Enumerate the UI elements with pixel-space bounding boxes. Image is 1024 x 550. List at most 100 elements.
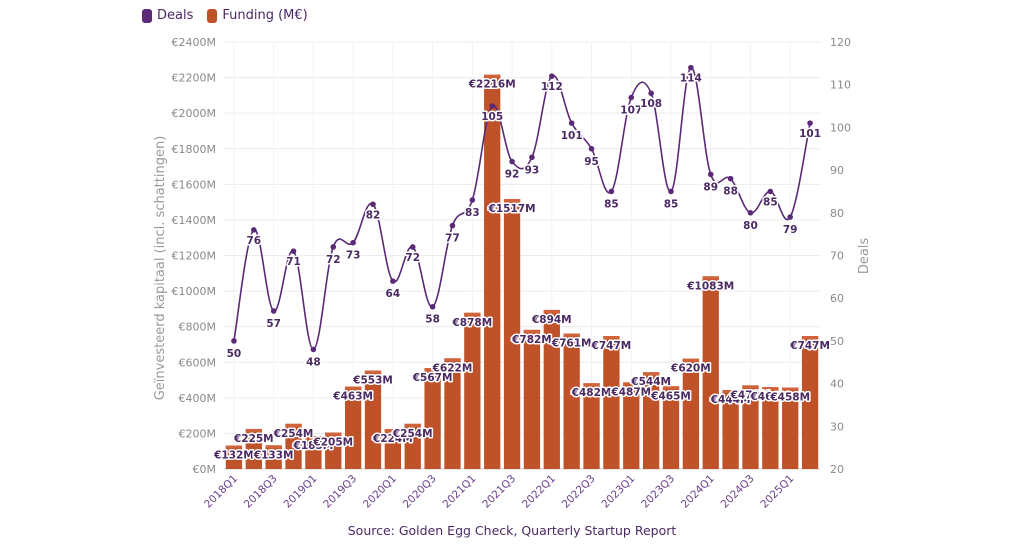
y-tick-label: €1600M (172, 178, 216, 191)
funding-bar-label: €465M (650, 390, 691, 402)
funding-bar-cap (563, 333, 580, 337)
deals-point (588, 145, 595, 152)
deals-point-label: 88 (723, 186, 738, 198)
deals-point (310, 346, 317, 353)
deals-point (707, 171, 714, 178)
funding-bar-cap (662, 386, 680, 390)
deals-point (807, 120, 813, 126)
funding-bar (722, 390, 739, 469)
deals-point-label: 73 (346, 250, 361, 262)
funding-bar-cap (603, 336, 620, 340)
y2-tick-label: 60 (830, 292, 844, 305)
combo-chart: €0M €200M €400M €600M €800M €1000M €1200M €1400… (153, 36, 872, 511)
deals-point-label: 80 (743, 220, 758, 232)
source-note: Source: Golden Egg Check, Quarterly Star… (347, 523, 677, 538)
deals-point (251, 227, 257, 233)
x-tick-label: 2022Q1 (520, 473, 558, 511)
y2-tick-label: 20 (830, 463, 844, 476)
funding-bar (662, 386, 680, 469)
funding-swatch-icon (207, 8, 218, 23)
y-tick-label: €2000M (172, 107, 216, 120)
deals-point (390, 278, 396, 284)
deals-point (449, 222, 456, 229)
funding-bar-cap (583, 383, 600, 387)
funding-bar (523, 329, 541, 469)
y2-tick-label: 30 (830, 420, 844, 433)
funding-bar (225, 445, 243, 469)
deals-point (231, 338, 237, 344)
y-tick-label: €400M (179, 392, 217, 405)
deals-point-labels: 50 76 57 71 48 72 73 82 64 72 58 77 83 105 92 93 112 101 9… (225, 71, 822, 370)
funding-bar (344, 386, 362, 469)
y2-tick-label: 90 (830, 164, 844, 177)
deals-swatch-icon (142, 8, 152, 23)
funding-bar-label: €487M (610, 386, 651, 398)
funding-bar-cap (325, 432, 342, 436)
legend-item-funding[interactable]: Funding (M€) (207, 8, 308, 23)
deals-point-label: 89 (703, 181, 718, 193)
y2-tick-label: 40 (830, 378, 844, 391)
deals-point-label: 85 (763, 196, 778, 208)
funding-bar-cap (762, 387, 779, 391)
funding-bar-cap (801, 336, 819, 340)
x-tick-label: 2019Q3 (321, 473, 359, 511)
deals-point (747, 210, 754, 216)
deals-point-label: 107 (620, 105, 642, 117)
deals-point-label: 85 (604, 198, 619, 210)
funding-bar-cap (484, 74, 501, 78)
funding-bar (742, 385, 759, 469)
funding-bar-label: €470M (730, 389, 771, 401)
funding-bar-label: €254M (392, 428, 433, 440)
y-tick-label: €1800M (172, 143, 216, 156)
funding-bar-label: €444M (710, 394, 751, 406)
y-tick-label: €1200M (172, 250, 216, 263)
funding-bar-cap (344, 386, 362, 390)
funding-bar (702, 276, 719, 469)
funding-bar-label: €132M (213, 450, 254, 462)
funding-bar-labels: €132M€225M€133M€254M€185M€205M€463M€553M… (212, 77, 832, 463)
deals-point-label: 101 (799, 128, 821, 140)
y-axis-left: €0M €200M €400M €600M €800M €1000M €1200M €1400… (172, 36, 216, 476)
deals-point (787, 214, 793, 220)
funding-bar-cap (642, 372, 660, 376)
funding-bar-label: €463M (332, 391, 373, 403)
funding-bar-cap (782, 387, 799, 391)
funding-bar (782, 387, 799, 469)
funding-bar (682, 358, 700, 469)
funding-bar-cap (245, 428, 262, 432)
x-axis: 2018Q1 2018Q3 2019Q1 2019Q3 2020Q1 2020Q3 2021… (202, 473, 796, 511)
funding-bar-cap (444, 358, 461, 362)
deals-point-label: 71 (286, 256, 301, 268)
funding-bar-cap (523, 329, 541, 333)
legend-item-deals[interactable]: Deals (142, 8, 193, 23)
funding-bar-label: €205M (312, 437, 353, 449)
funding-bar-label: €878M (451, 317, 492, 329)
funding-bar (801, 336, 819, 469)
x-tick-label: 2020Q1 (361, 473, 399, 511)
y2-tick-label: 50 (830, 335, 844, 348)
deals-point (330, 244, 337, 250)
funding-bar-label: €1083M (686, 280, 734, 292)
deals-point-label: 82 (366, 209, 381, 221)
x-tick-label: 2021Q3 (480, 473, 518, 511)
funding-bar-cap (384, 429, 402, 433)
funding-bar-label: €894M (531, 314, 572, 326)
funding-bar-label: €225M (233, 433, 274, 445)
funding-bar-label: €133M (253, 449, 294, 461)
funding-bar (364, 370, 382, 469)
funding-bar-cap (682, 358, 700, 362)
funding-bar-label: €622M (432, 362, 473, 374)
y-tick-label: €2400M (172, 36, 216, 49)
funding-bar-label: €567M (412, 372, 453, 384)
y-axis-right: 20 30 40 50 60 70 80 90 100 110 120 (830, 36, 851, 476)
funding-bar-cap (305, 436, 322, 440)
deals-point-label: 48 (306, 356, 321, 368)
funding-bar-label: €254M (273, 428, 314, 440)
funding-bar-label: €747M (591, 340, 632, 352)
x-tick-label: 2023Q1 (599, 473, 637, 511)
funding-bar (762, 387, 779, 469)
funding-bar (484, 74, 501, 469)
x-tick-label: 2022Q3 (560, 473, 598, 511)
y2-axis-title: Deals (857, 238, 872, 275)
funding-bar-cap (503, 199, 521, 203)
